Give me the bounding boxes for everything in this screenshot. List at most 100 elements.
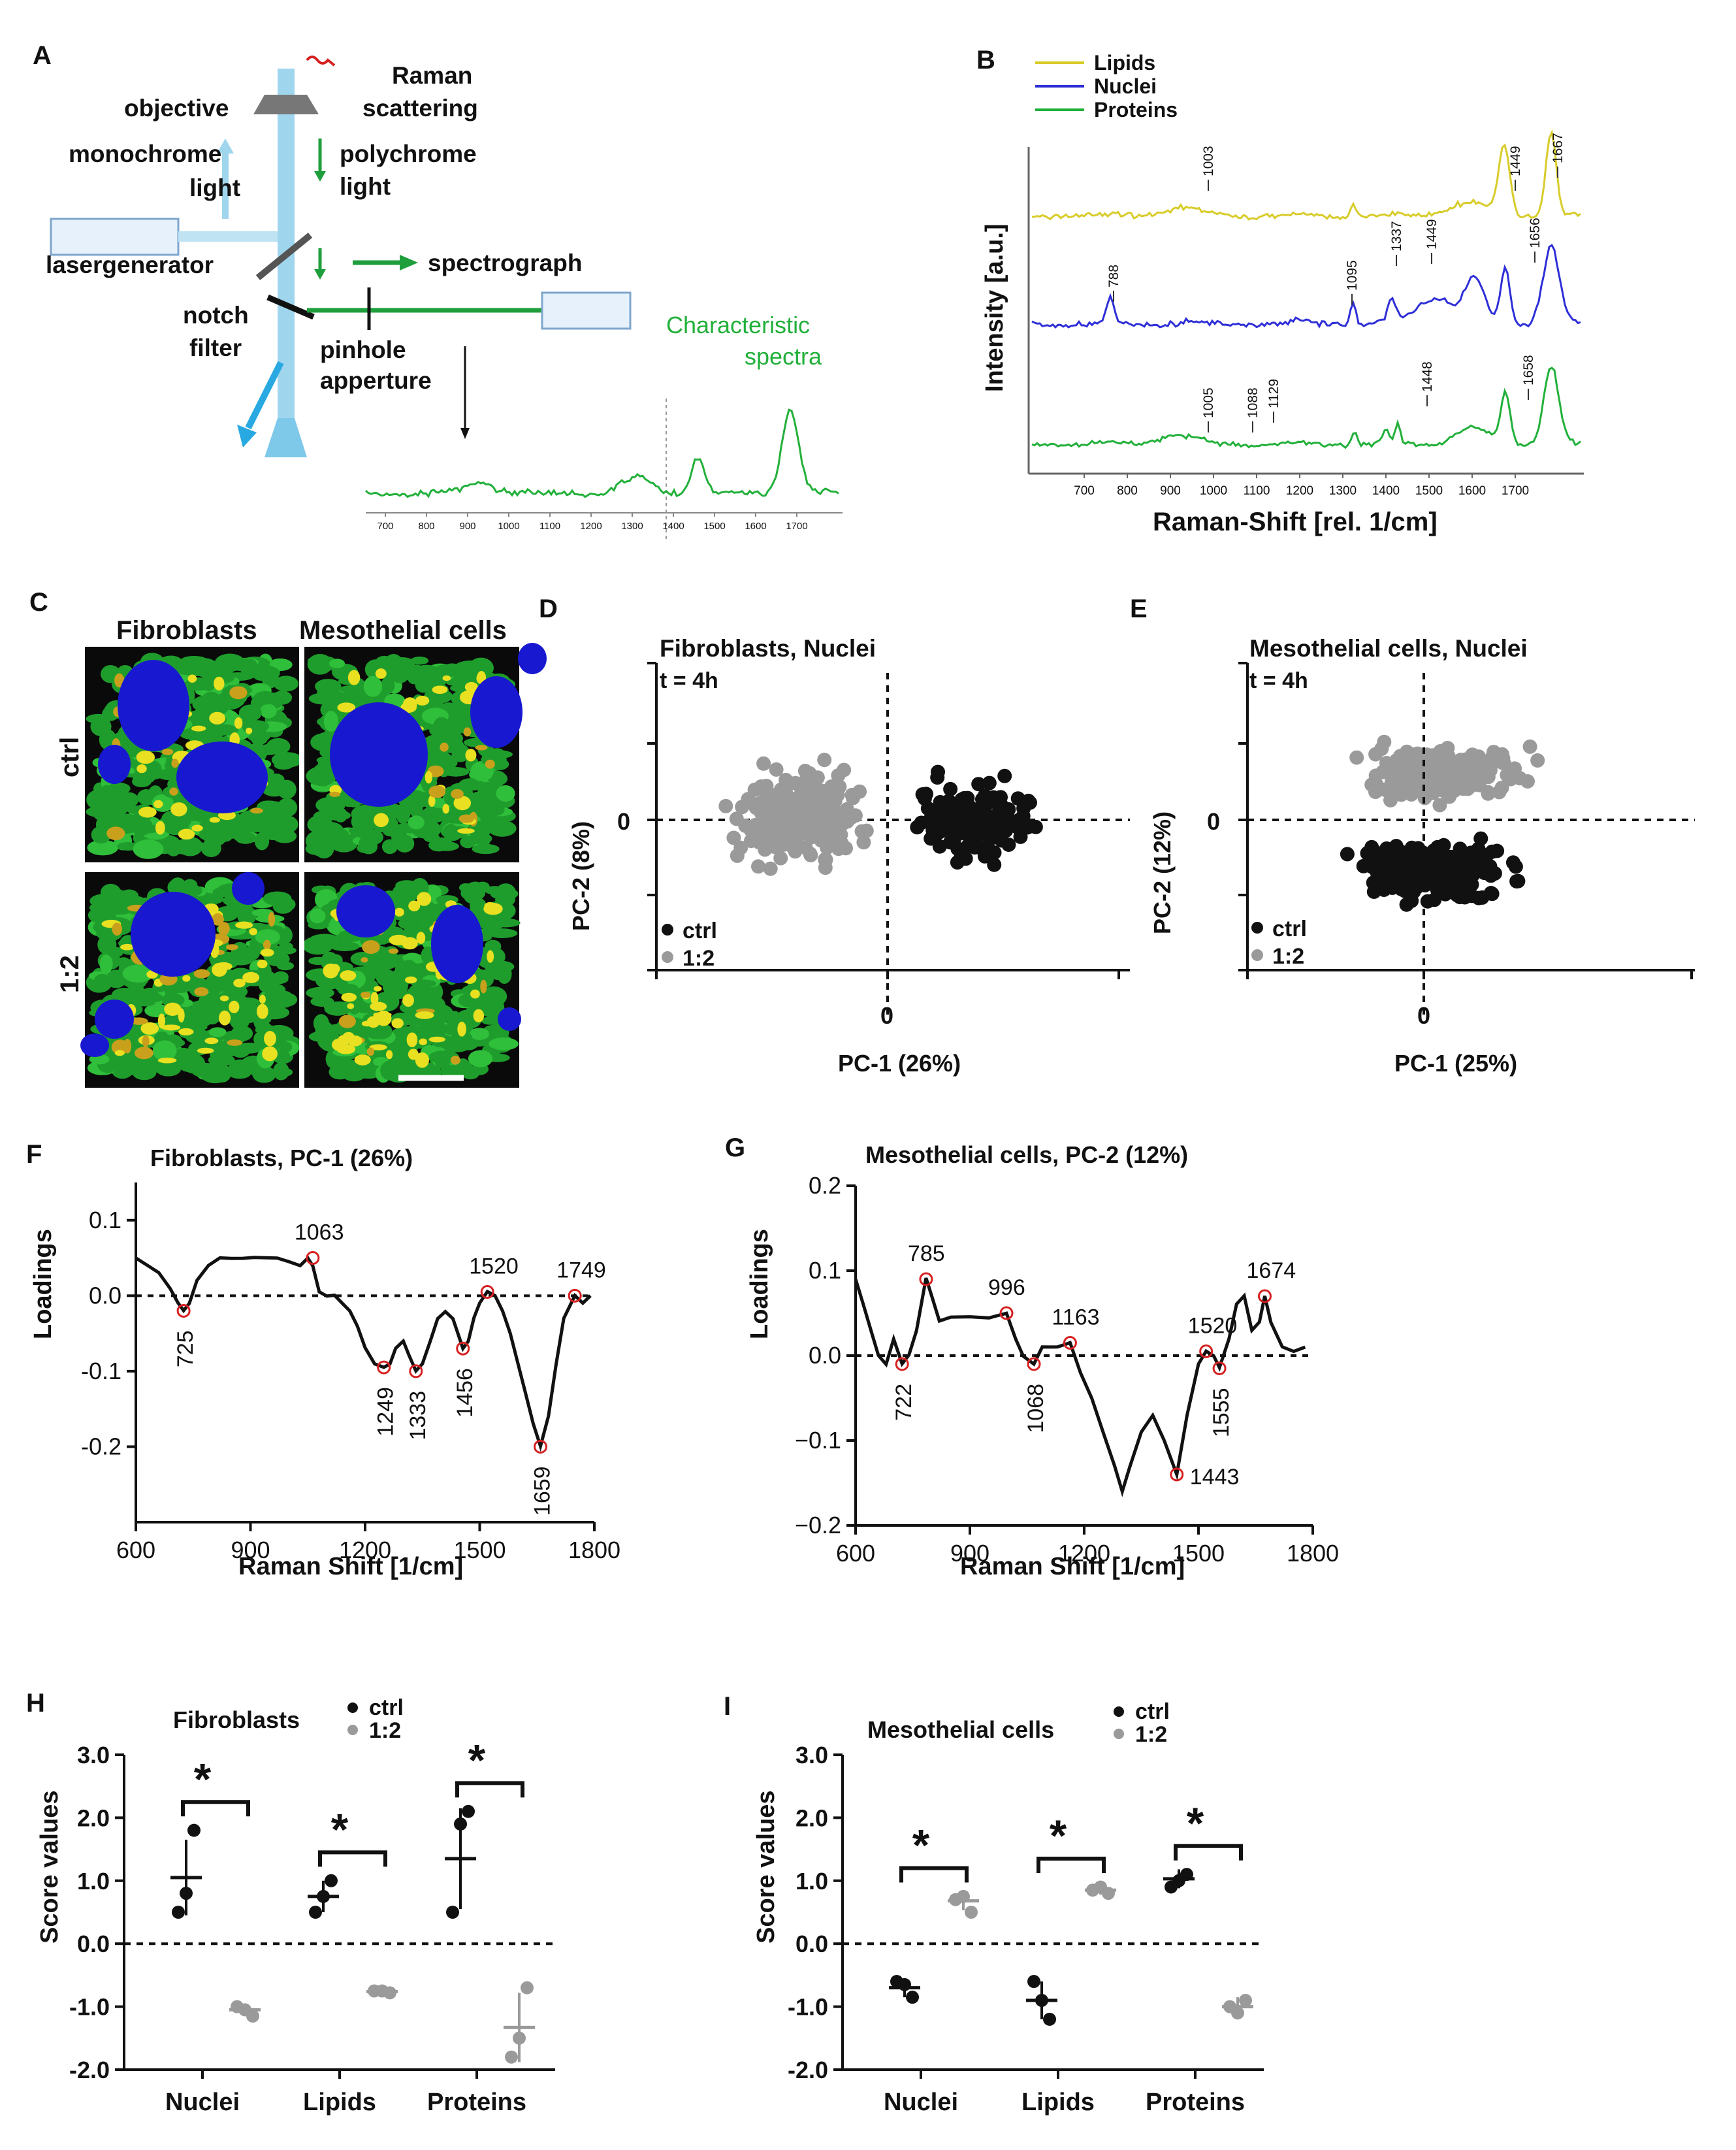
scatter-point-ctrl <box>933 794 948 809</box>
d-legend-treated-dot <box>662 951 673 963</box>
scatter-point-ctrl <box>943 781 958 796</box>
b-tick-label: 800 <box>1117 484 1138 498</box>
b-tick-label: 1000 <box>1200 484 1227 498</box>
d-legend-ctrl-dot <box>662 924 673 936</box>
micro-nucleus <box>80 1034 109 1057</box>
scatter-point-treated <box>729 811 744 826</box>
scatter-point-ctrl <box>1505 855 1520 870</box>
dot-ctrl <box>325 1874 338 1887</box>
d-legend-treated: 1:2 <box>683 946 715 971</box>
scatter-point-ctrl <box>1001 838 1016 852</box>
scatter-point-treated <box>1433 743 1448 758</box>
significance-bracket <box>1037 1857 1106 1874</box>
scatter-point-treated <box>837 762 852 777</box>
micro-protein-blob <box>208 1027 227 1037</box>
micro-lipid-blob <box>394 907 404 917</box>
micro-protein-blob <box>193 809 211 823</box>
micro-nucleus <box>431 905 483 983</box>
scatter-point-treated <box>1419 747 1434 762</box>
e-time: t = 4h <box>1249 668 1308 693</box>
micro-lipid-blob <box>111 1039 129 1055</box>
micro-protein-blob <box>315 818 333 832</box>
panel-f-label: F <box>26 1140 42 1169</box>
micro-lipid-blob <box>385 1050 393 1060</box>
panel-c-label: C <box>29 588 48 617</box>
micro-protein-blob <box>363 676 383 697</box>
micro-nucleus <box>98 745 131 784</box>
dot-treated <box>1239 1993 1252 2007</box>
peak-label: 996 <box>988 1275 1025 1300</box>
micro-protein-blob <box>133 839 164 859</box>
scatter-point-treated <box>772 809 787 824</box>
loading-line <box>135 1255 592 1452</box>
scatter-point-ctrl <box>982 775 997 790</box>
micro-lipid-blob <box>408 900 421 911</box>
micro-lipid-blob <box>264 1030 276 1047</box>
b-tick-label: 700 <box>1074 484 1095 498</box>
g-x-label: Raman Shift [1/cm] <box>960 1553 1185 1580</box>
micro-lipid-blob <box>170 802 187 817</box>
micro-protein-blob <box>141 993 164 1003</box>
spectrograph-box <box>541 291 632 330</box>
h-legend-ctrl-dot <box>347 1702 358 1713</box>
micro-lipid-blob <box>415 1052 429 1068</box>
micro-protein-blob <box>308 956 328 965</box>
category-label: Lipids <box>303 2089 376 2116</box>
micro-lipid-blob <box>209 817 220 823</box>
micro-protein-blob <box>214 653 246 672</box>
micro-lipid-blob <box>361 957 368 963</box>
d-zero-x: 0 <box>880 1002 893 1029</box>
micro-lipid-blob <box>465 749 477 762</box>
e-zero-x: 0 <box>1417 1002 1430 1029</box>
label-monochrome: monochrome <box>69 140 221 167</box>
micro-protein-blob <box>253 691 277 705</box>
y-tick-label: -0.1 <box>81 1358 121 1384</box>
label-notch: notch <box>183 302 249 329</box>
micro-lipid-blob <box>260 949 274 957</box>
scatter-point-ctrl <box>954 792 969 807</box>
micro-nucleus <box>336 885 395 937</box>
micro-protein-blob <box>489 1037 519 1051</box>
panel-e: E Mesothelial cells, Nuclei t = 4h PC-2 … <box>1130 595 1695 1077</box>
panel-c: C Fibroblasts Mesothelial cells ctrl 1:2 <box>29 588 547 1088</box>
peak-marker <box>534 1439 548 1454</box>
significance-star: * <box>194 1754 212 1804</box>
micro-lipid-blob <box>155 821 165 835</box>
micro-protein-blob <box>258 976 279 994</box>
e-legend-ctrl-dot <box>1251 922 1263 934</box>
micro-protein-blob <box>433 717 451 737</box>
scatter-point-ctrl <box>1453 864 1468 879</box>
micro-lipid-blob <box>415 695 430 706</box>
micro-lipid-blob <box>136 751 155 764</box>
micro-protein-blob <box>130 1064 160 1075</box>
micro-nucleus <box>498 1007 521 1031</box>
scatter-point-treated <box>859 823 874 838</box>
category-label: Proteins <box>1146 2089 1245 2116</box>
micro-lipid-blob <box>374 813 389 828</box>
micro-protein-blob <box>308 920 329 930</box>
micro-lipid-blob <box>178 828 195 840</box>
peak-label: 1063 <box>295 1220 344 1245</box>
scatter-point-ctrl <box>980 838 995 853</box>
peak-label: 725 <box>173 1330 198 1367</box>
spectrograph-arrow-icon <box>400 255 418 270</box>
micro-nucleus <box>330 702 428 807</box>
scatter-point-treated <box>756 756 771 771</box>
i-legend-treated-dot <box>1114 1729 1124 1739</box>
micro-lipid-blob <box>425 771 432 784</box>
peak-label: 722 <box>892 1384 916 1421</box>
e-zero-y: 0 <box>1207 808 1220 835</box>
micro-protein-blob <box>171 1047 195 1067</box>
micro-protein-blob <box>351 811 372 832</box>
micro-protein-blob <box>463 886 481 904</box>
micro-tile <box>302 872 521 1088</box>
f-y-label: Loadings <box>29 1229 57 1339</box>
micro-protein-blob <box>380 1060 402 1081</box>
scatter-point-treated <box>1404 750 1419 765</box>
micro-nucleus <box>176 741 268 813</box>
d-legend-ctrl: ctrl <box>683 919 717 943</box>
scatter-point-treated <box>763 861 778 876</box>
peak-label: 1749 <box>556 1258 606 1282</box>
micro-protein-blob <box>334 666 352 679</box>
scatter-point-treated <box>1416 775 1431 789</box>
